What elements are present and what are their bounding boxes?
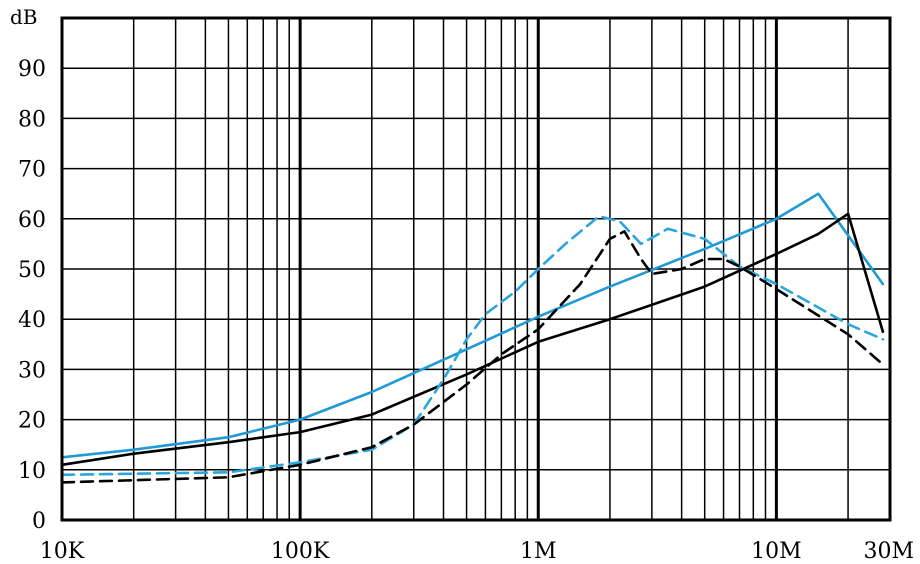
y-tick-label: 60 (18, 208, 46, 233)
x-tick-label: 100K (271, 539, 330, 564)
y-tick-label: 90 (18, 57, 46, 82)
x-tick-label: 10K (40, 539, 85, 564)
minor-grid (62, 18, 890, 520)
x-tick-label: 1M (520, 539, 557, 564)
y-tick-label: 30 (18, 358, 46, 383)
y-tick-label: 50 (18, 258, 46, 283)
series-line-3 (60, 215, 885, 477)
series-line-1 (60, 192, 885, 459)
series-line-4 (60, 230, 885, 484)
y-tick-label: 0 (32, 509, 46, 534)
series-layer (60, 192, 885, 484)
y-tick-label: 20 (18, 409, 46, 434)
y-tick-label: 80 (18, 107, 46, 132)
y-tick-label: 10 (18, 459, 46, 484)
x-axis-tick-labels: 10K 100K 1M 10M 30M (40, 539, 914, 564)
plot-frame (60, 16, 892, 522)
y-tick-label: 70 (18, 158, 46, 183)
x-tick-label: 30M (863, 539, 914, 564)
series-line-2 (60, 212, 885, 467)
y-tick-label: 40 (18, 308, 46, 333)
x-tick-label: 10M (751, 539, 802, 564)
y-axis-unit-label: dB (10, 5, 38, 29)
y-axis-tick-labels: 0 10 20 30 40 50 60 70 80 90 (18, 57, 46, 534)
